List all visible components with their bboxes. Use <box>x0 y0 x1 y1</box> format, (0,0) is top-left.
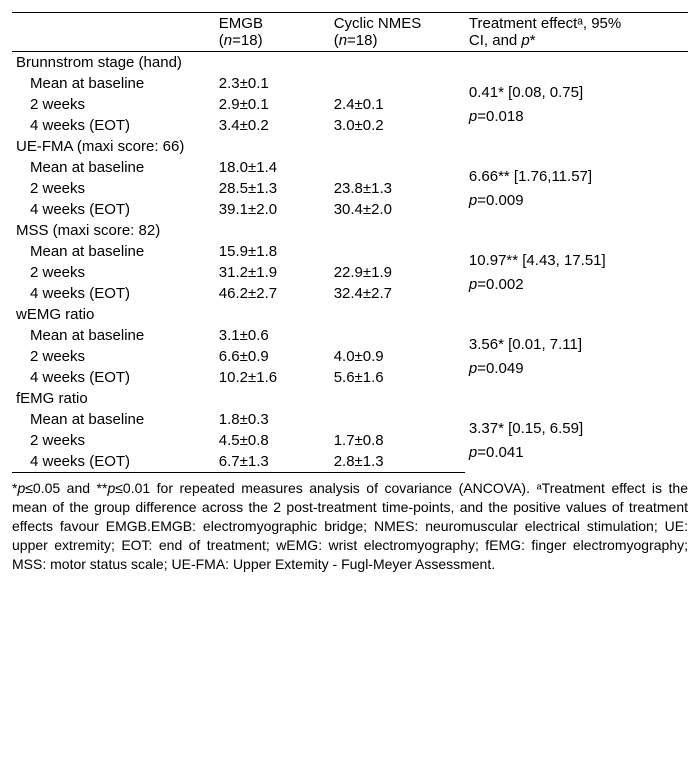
row-label: 2 weeks <box>12 346 215 367</box>
cell-nmes: 5.6±1.6 <box>330 367 465 388</box>
treatment-effect: 3.56* [0.01, 7.11]p=0.049 <box>465 325 688 388</box>
effect-pvalue: p=0.002 <box>469 273 684 297</box>
row-label: 2 weeks <box>12 94 215 115</box>
table-row: Mean at baseline15.9±1.810.97** [4.43, 1… <box>12 241 688 262</box>
cell-nmes <box>330 409 465 430</box>
effect-value: 3.56* [0.01, 7.11] <box>469 333 684 357</box>
cell-emgb: 1.8±0.3 <box>215 409 330 430</box>
cell-emgb: 10.2±1.6 <box>215 367 330 388</box>
cell-nmes <box>330 241 465 262</box>
header-effect: Treatment effectᵃ, 95% CI, and p* <box>465 13 688 52</box>
row-label: Mean at baseline <box>12 409 215 430</box>
cell-nmes: 32.4±2.7 <box>330 283 465 304</box>
treatment-effect: 3.37* [0.15, 6.59]p=0.041 <box>465 409 688 473</box>
effect-value: 6.66** [1.76,11.57] <box>469 165 684 189</box>
effect-pvalue: p=0.049 <box>469 357 684 381</box>
effect-pvalue: p=0.018 <box>469 105 684 129</box>
cell-nmes: 2.8±1.3 <box>330 451 465 473</box>
cell-nmes <box>330 73 465 94</box>
header-emgb-n: (n=18) <box>219 32 263 49</box>
cell-nmes: 22.9±1.9 <box>330 262 465 283</box>
cell-nmes <box>330 157 465 178</box>
cell-emgb: 3.4±0.2 <box>215 115 330 136</box>
cell-nmes: 4.0±0.9 <box>330 346 465 367</box>
effect-pvalue: p=0.041 <box>469 441 684 465</box>
row-label: Mean at baseline <box>12 157 215 178</box>
header-effect-l1: Treatment effectᵃ, 95% <box>469 15 621 32</box>
results-table: EMGB (n=18) Cyclic NMES (n=18) Treatment… <box>12 12 688 473</box>
effect-value: 0.41* [0.08, 0.75] <box>469 81 684 105</box>
section-title: fEMG ratio <box>12 388 688 409</box>
treatment-effect: 0.41* [0.08, 0.75]p=0.018 <box>465 73 688 136</box>
table-row: Mean at baseline1.8±0.33.37* [0.15, 6.59… <box>12 409 688 430</box>
cell-emgb: 46.2±2.7 <box>215 283 330 304</box>
treatment-effect: 10.97** [4.43, 17.51]p=0.002 <box>465 241 688 304</box>
cell-nmes: 3.0±0.2 <box>330 115 465 136</box>
section-title: UE-FMA (maxi score: 66) <box>12 136 688 157</box>
table-row: Mean at baseline3.1±0.63.56* [0.01, 7.11… <box>12 325 688 346</box>
row-label: 2 weeks <box>12 178 215 199</box>
row-label: 4 weeks (EOT) <box>12 451 215 473</box>
cell-emgb: 6.6±0.9 <box>215 346 330 367</box>
cell-nmes: 23.8±1.3 <box>330 178 465 199</box>
row-label: 2 weeks <box>12 262 215 283</box>
cell-emgb: 3.1±0.6 <box>215 325 330 346</box>
table-row: Mean at baseline2.3±0.10.41* [0.08, 0.75… <box>12 73 688 94</box>
cell-nmes: 2.4±0.1 <box>330 94 465 115</box>
cell-emgb: 39.1±2.0 <box>215 199 330 220</box>
section-title: wEMG ratio <box>12 304 688 325</box>
section-title: MSS (maxi score: 82) <box>12 220 688 241</box>
header-nmes-title: Cyclic NMES <box>334 15 422 32</box>
cell-emgb: 28.5±1.3 <box>215 178 330 199</box>
effect-pvalue: p=0.009 <box>469 189 684 213</box>
row-label: Mean at baseline <box>12 241 215 262</box>
cell-nmes: 30.4±2.0 <box>330 199 465 220</box>
row-label: 4 weeks (EOT) <box>12 115 215 136</box>
row-label: 4 weeks (EOT) <box>12 367 215 388</box>
cell-emgb: 2.9±0.1 <box>215 94 330 115</box>
cell-nmes <box>330 325 465 346</box>
section-title: Brunnstrom stage (hand) <box>12 52 688 74</box>
row-label: 4 weeks (EOT) <box>12 283 215 304</box>
header-blank <box>12 13 215 52</box>
header-nmes-n: (n=18) <box>334 32 378 49</box>
cell-emgb: 4.5±0.8 <box>215 430 330 451</box>
cell-emgb: 18.0±1.4 <box>215 157 330 178</box>
header-emgb-title: EMGB <box>219 15 263 32</box>
cell-emgb: 31.2±1.9 <box>215 262 330 283</box>
treatment-effect: 6.66** [1.76,11.57]p=0.009 <box>465 157 688 220</box>
row-label: 2 weeks <box>12 430 215 451</box>
header-effect-l2: CI, and p* <box>469 32 536 49</box>
effect-value: 3.37* [0.15, 6.59] <box>469 417 684 441</box>
cell-emgb: 6.7±1.3 <box>215 451 330 473</box>
row-label: 4 weeks (EOT) <box>12 199 215 220</box>
header-emgb: EMGB (n=18) <box>215 13 330 52</box>
effect-value: 10.97** [4.43, 17.51] <box>469 249 684 273</box>
cell-nmes: 1.7±0.8 <box>330 430 465 451</box>
footnote-text: *p≤0.05 and **p≤0.01 for repeated measur… <box>12 479 688 573</box>
table-row: Mean at baseline18.0±1.46.66** [1.76,11.… <box>12 157 688 178</box>
row-label: Mean at baseline <box>12 325 215 346</box>
table-body: Brunnstrom stage (hand)Mean at baseline2… <box>12 52 688 473</box>
cell-emgb: 2.3±0.1 <box>215 73 330 94</box>
header-nmes: Cyclic NMES (n=18) <box>330 13 465 52</box>
cell-emgb: 15.9±1.8 <box>215 241 330 262</box>
row-label: Mean at baseline <box>12 73 215 94</box>
